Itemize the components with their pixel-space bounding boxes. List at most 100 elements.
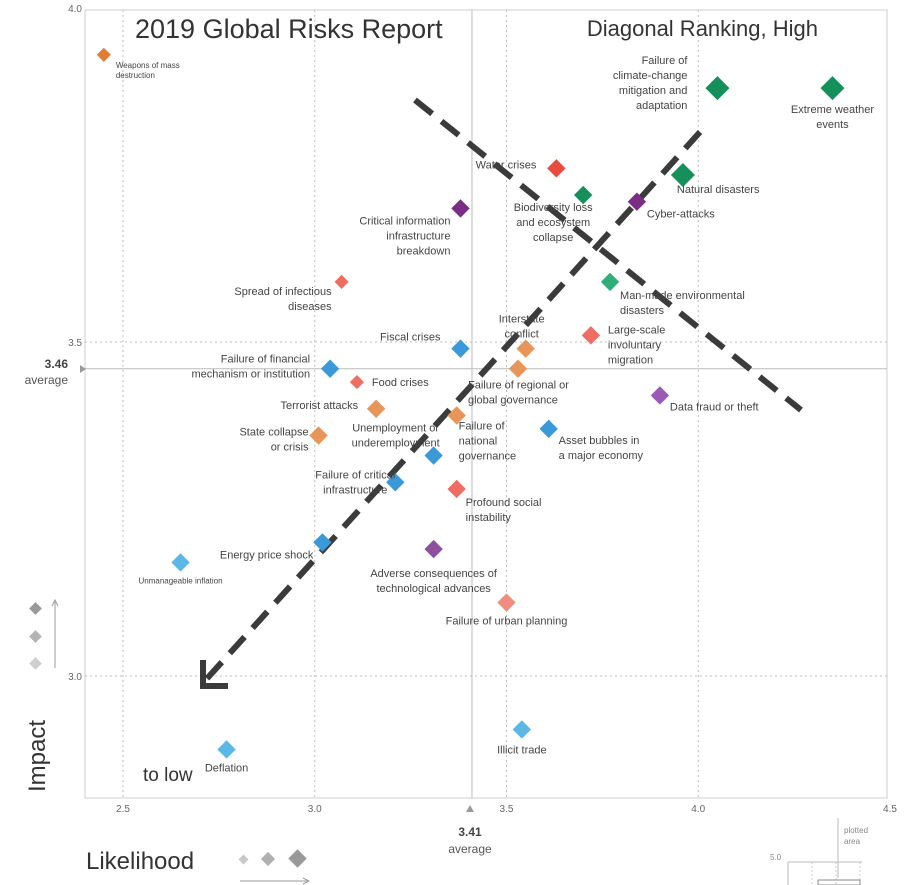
tick-labels: 2.5 3.0 3.5 4.0 4.5 3.0 3.5 4.0 [68, 4, 897, 815]
risk-label-line: global governance [468, 395, 558, 407]
plot-frame [84, 9, 888, 799]
risk-point [386, 473, 405, 492]
risk-point [600, 272, 620, 292]
inset-label-line: plotted [844, 826, 868, 835]
risk-point [574, 185, 593, 205]
risk-label-line: underemployment [352, 438, 440, 450]
risk-label: State collapse or crisis [239, 427, 309, 454]
risk-label-line: diseases [288, 301, 332, 313]
risk-label: Cyber-attacks [647, 209, 715, 221]
gridlines [85, 10, 887, 798]
y-average-label: average [25, 373, 69, 387]
risk-label: Failure of climate-change mitigation and ad… [613, 55, 689, 112]
legend-diamond-icon [29, 657, 42, 670]
risk-label-line: Illicit trade [497, 744, 547, 756]
risk-label: Extreme weather events [791, 104, 874, 131]
risk-label-line: Profound social [466, 497, 542, 509]
risk-label-line: national [459, 435, 498, 447]
risk-label: Unemployment or underemployment [352, 423, 440, 450]
risk-label-line: and ecosystem [516, 217, 590, 229]
legend-diamond-icon [238, 854, 249, 865]
risk-label-line: mitigation and [619, 85, 688, 97]
x-average-marker-icon [466, 805, 474, 812]
risk-label-line: conflict [505, 329, 539, 341]
risk-point [820, 76, 845, 101]
risk-label-line: collapse [533, 232, 573, 244]
risk-point [313, 533, 332, 552]
risk-label-line: Large-scale [608, 324, 665, 336]
risk-label-line: Fiscal crises [380, 332, 441, 344]
risk-point [424, 539, 443, 559]
risk-label-line: disasters [620, 305, 665, 317]
risk-label-line: infrastructure [386, 230, 450, 242]
risk-label: Spread of infectious diseases [234, 286, 332, 313]
risk-point [547, 159, 566, 178]
risk-label: Failure of urban planning [446, 616, 568, 628]
risk-label-line: Cyber-attacks [647, 209, 715, 221]
risk-label: Failure of regional or global governance [468, 380, 569, 407]
risk-label-line: Failure of [642, 55, 689, 67]
risk-label-line: Failure of [459, 420, 506, 432]
risk-label-line: technological advances [376, 583, 491, 595]
risk-label-line: Failure of critical [315, 469, 395, 481]
risk-point [539, 419, 558, 439]
risk-label: Terrorist attacks [280, 400, 358, 412]
risk-point [320, 359, 340, 378]
risk-label-line: or crisis [271, 442, 309, 454]
chart-title: 2019 Global Risks Report [135, 14, 443, 44]
risk-label-line: Critical information [359, 215, 450, 227]
risk-label-line: governance [459, 450, 517, 462]
x-average-label: average [448, 842, 492, 856]
data-labels: Extreme weather events Failure of climate-c… [116, 55, 875, 774]
legend-diamond-icon [29, 630, 42, 643]
inset-value: 5.0 [770, 853, 782, 862]
risk-point [627, 192, 647, 211]
inset-label-line: area [844, 837, 861, 846]
x-average-value: 3.41 [458, 825, 482, 839]
y-average-value: 3.46 [45, 357, 69, 371]
risk-point [96, 47, 111, 62]
risk-label-line: infrastructure [323, 484, 387, 496]
risk-point [171, 553, 190, 572]
risk-label-line: Energy price shock [220, 549, 314, 561]
risk-label-line: Deflation [205, 762, 248, 774]
risk-label-line: Failure of financial [221, 354, 310, 366]
risk-label-line: Spread of infectious [234, 286, 332, 298]
risk-point [497, 593, 516, 612]
risk-label-line: Biodiversity loss [514, 202, 593, 214]
risk-point [424, 446, 443, 465]
risk-label: Deflation [205, 762, 248, 774]
risk-point [309, 426, 328, 445]
x-tick-label: 4.0 [691, 804, 705, 815]
inset-label: plotted area [844, 826, 870, 846]
risk-label-line: Asset bubbles in [559, 435, 640, 447]
risk-label: Energy price shock [220, 549, 314, 561]
risk-label: Man-made environmental disasters [620, 290, 745, 317]
inset-plotted-box [817, 879, 861, 885]
risk-label-line: events [816, 119, 849, 131]
risk-label-line: breakdown [397, 245, 451, 257]
risk-label-line: mechanism or institution [191, 369, 310, 381]
risk-label: Fiscal crises [380, 332, 441, 344]
diagonal-high-arrow-line [413, 97, 803, 413]
risk-label-line: Unemployment or [352, 423, 439, 435]
risk-label: Water crises [476, 159, 537, 171]
risk-point [349, 375, 365, 390]
risk-label-line: State collapse [239, 427, 308, 439]
risk-label-line: Terrorist attacks [280, 400, 358, 412]
risk-point [451, 339, 470, 358]
risk-point [334, 274, 349, 289]
y-tick-label: 3.0 [68, 672, 82, 683]
y-tick-label: 4.0 [68, 4, 82, 15]
arrow-up-icon [51, 598, 59, 607]
risk-label-line: migration [608, 354, 653, 366]
arrow-right-icon [302, 877, 311, 885]
risk-point [451, 199, 470, 218]
y-average-marker-icon [80, 365, 86, 373]
risk-label-line: Water crises [476, 159, 537, 171]
chart-subtitle: Diagonal Ranking, High [587, 16, 818, 41]
x-tick-label: 4.5 [883, 804, 897, 815]
risk-point [508, 359, 528, 378]
x-tick-label: 2.5 [116, 804, 130, 815]
risk-label: Unmanageable inflation [138, 576, 222, 585]
